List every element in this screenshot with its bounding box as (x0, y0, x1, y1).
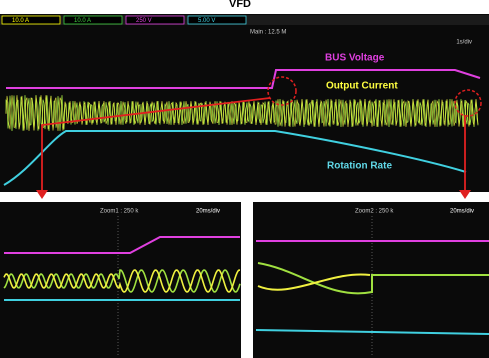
ch2-label: 10.0 A (74, 18, 91, 24)
arrow-1-head (36, 190, 48, 199)
title: VFD (229, 0, 251, 10)
bus-label: BUS Voltage (325, 53, 385, 64)
ch1-box (2, 16, 60, 24)
ch3-label: 250 V (136, 18, 152, 24)
zoom1-scale: 20ms/div (196, 209, 220, 215)
rotation-label: Rotation Rate (327, 161, 392, 172)
zoom1-scope (0, 202, 241, 358)
zoom2-title: Zoom2 : 250 k (355, 209, 394, 215)
current-label: Output Current (326, 81, 398, 92)
timebase: Main : 12.5 M (250, 30, 286, 36)
zoom2-scale: 20ms/div (450, 209, 474, 215)
ch4-box (188, 16, 246, 24)
page: {"header": {"title": "VFD"}, "main_scope… (0, 0, 489, 358)
figure: VFD 10.0 A 10.0 A 250 V 5.00 V Main : 12… (0, 0, 489, 358)
arrow-2-head (459, 190, 471, 199)
zoom1-title: Zoom1 : 250 k (100, 209, 139, 215)
ch3-box (126, 16, 184, 24)
ch4-label: 5.00 V (198, 18, 215, 24)
ch2-box (64, 16, 122, 24)
scale: 1s/div (456, 40, 472, 46)
ch1-label: 10.0 A (12, 18, 29, 24)
